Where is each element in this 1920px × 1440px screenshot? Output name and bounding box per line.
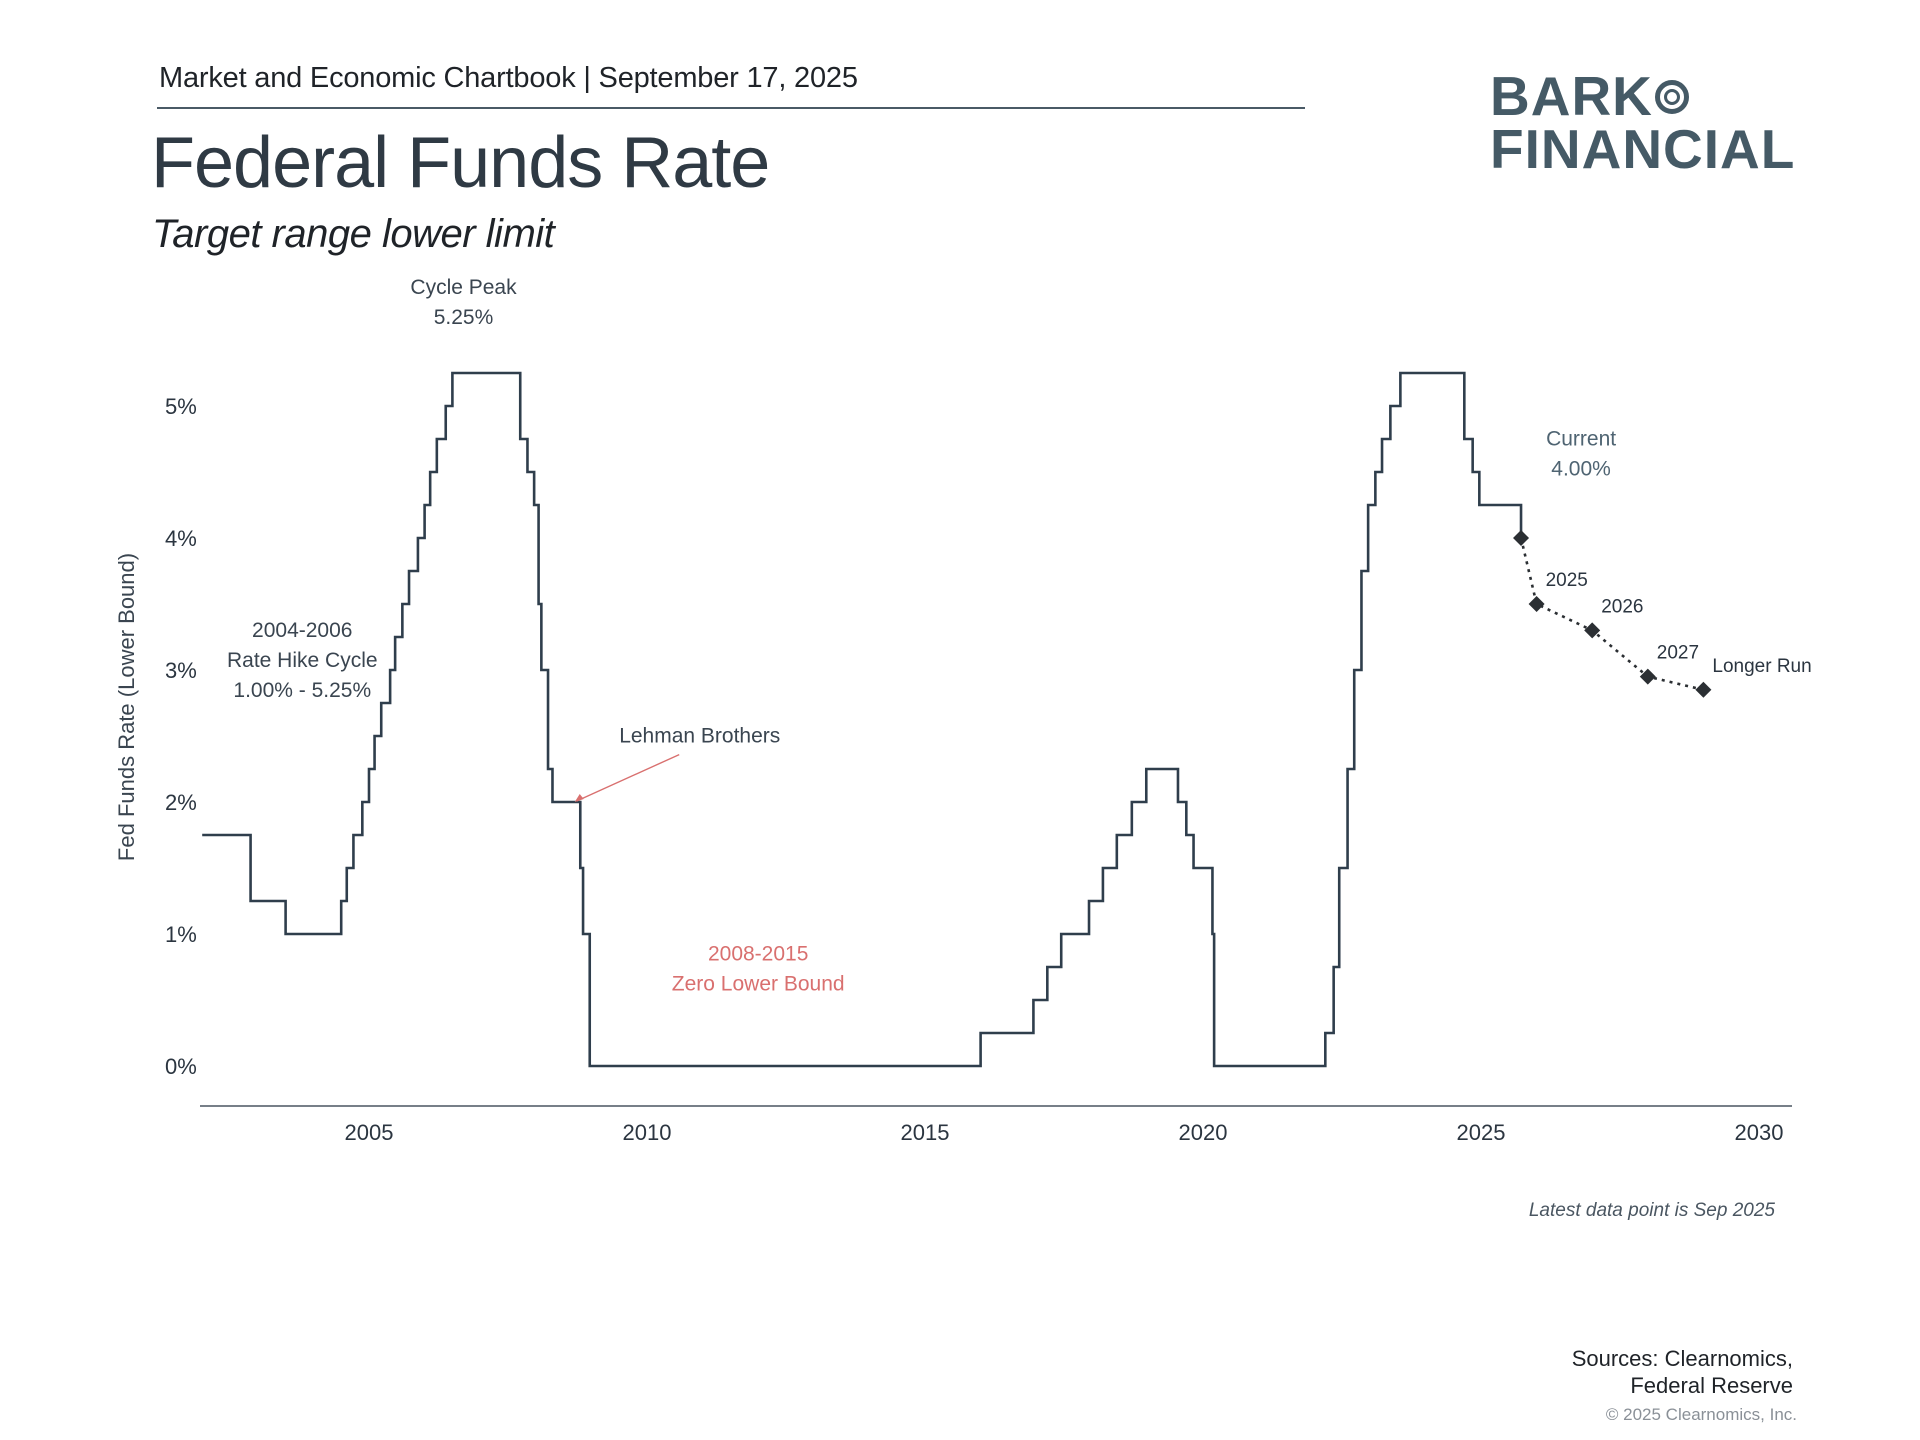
annotation-text: 4.00% — [1551, 458, 1611, 481]
sources-note: Sources: Clearnomics, Federal Reserve — [1572, 1345, 1793, 1399]
y-tick-label: 1% — [165, 922, 197, 947]
latest-data-note: Latest data point is Sep 2025 — [1528, 1200, 1775, 1221]
annotation-text: 5.25% — [434, 306, 494, 329]
x-tick-label: 2010 — [623, 1120, 672, 1145]
y-tick-label: 4% — [165, 526, 197, 551]
annotation-text: Current — [1546, 428, 1616, 451]
projection-diamond-marker — [1584, 622, 1601, 639]
projection-label: 2026 — [1601, 596, 1643, 617]
page-subtitle: Target range lower limit — [152, 212, 555, 256]
logo-line2: FINANCIAL — [1490, 118, 1796, 180]
x-tick-label: 2015 — [901, 1120, 950, 1145]
annotation-text: Lehman Brothers — [619, 725, 780, 748]
annotation-hike-cycle: 2004-2006 Rate Hike Cycle 1.00% - 5.25% — [227, 619, 378, 702]
y-axis-label: Fed Funds Rate (Lower Bound) — [114, 553, 139, 861]
annotation-arrowhead — [574, 794, 584, 802]
chartbook-header: Market and Economic Chartbook | Septembe… — [159, 62, 858, 94]
projection-label: Longer Run — [1712, 656, 1811, 677]
annotation-text: 2008-2015 — [708, 942, 808, 965]
projection-label: 2027 — [1657, 643, 1699, 664]
x-tick-label: 2030 — [1735, 1120, 1784, 1145]
barko-financial-logo: BARK FINANCIAL — [1490, 65, 1796, 180]
annotation-cycle-peak: Cycle Peak 5.25% — [410, 276, 517, 329]
annotation-text: Zero Lower Bound — [672, 972, 845, 995]
x-tick-label: 2020 — [1179, 1120, 1228, 1145]
projection-diamond-marker — [1513, 530, 1530, 546]
annotation-current: Current 4.00% — [1546, 428, 1616, 481]
projection-diamond-marker — [1528, 596, 1545, 612]
annotation-arrow-line — [576, 753, 680, 802]
y-tick-label: 2% — [165, 790, 197, 815]
fed-funds-step-line — [202, 371, 1523, 1068]
projection-diamond-marker — [1639, 668, 1656, 685]
projection-label: 2025 — [1546, 570, 1588, 591]
y-tick-label: 0% — [165, 1054, 197, 1079]
logo-line1: BARK — [1490, 65, 1653, 127]
double-ring-icon — [1654, 79, 1689, 114]
projection-diamond-marker — [1695, 681, 1712, 698]
annotation-lehman: Lehman Brothers — [574, 725, 780, 802]
y-tick-label: 5% — [165, 394, 197, 419]
x-tick-label: 2025 — [1457, 1120, 1506, 1145]
sources-line1: Sources: Clearnomics, — [1571, 1346, 1793, 1371]
annotation-text: Cycle Peak — [410, 276, 517, 299]
annotation-text: 1.00% - 5.25% — [233, 679, 371, 702]
annotation-zlb: 2008-2015 Zero Lower Bound — [672, 942, 845, 995]
sources-line2: Federal Reserve — [1630, 1373, 1793, 1398]
x-tick-label: 2005 — [345, 1120, 394, 1145]
page-title: Federal Funds Rate — [151, 123, 770, 203]
annotation-text: Rate Hike Cycle — [227, 649, 378, 672]
header-divider — [157, 107, 1305, 109]
annotation-text: 2004-2006 — [252, 619, 352, 642]
y-tick-label: 3% — [165, 658, 197, 683]
copyright-note: © 2025 Clearnomics, Inc. — [1605, 1405, 1797, 1424]
